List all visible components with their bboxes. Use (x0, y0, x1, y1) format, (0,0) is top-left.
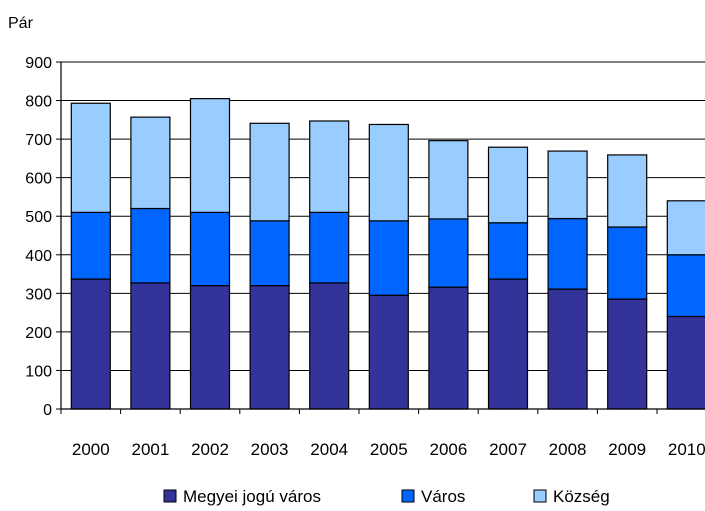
bar-2008-series-2 (547, 150, 588, 220)
bar-2005-series-1 (368, 220, 409, 296)
x-tick-label: 2010 (668, 440, 705, 459)
bar-2007-series-2 (487, 146, 529, 224)
bar-2010-series-2 (666, 200, 705, 256)
x-tick-label: 2008 (549, 440, 587, 459)
y-tick-label: 200 (25, 325, 52, 342)
bar-2006-series-2 (428, 140, 469, 220)
bar-2003-series-2 (249, 122, 290, 222)
bar-2002-series-1 (189, 211, 231, 287)
y-tick-label: 300 (25, 286, 52, 303)
bar-2002-series-0 (189, 285, 231, 410)
bar-2002-series-2 (189, 98, 231, 213)
bar-2009-series-2 (607, 154, 648, 228)
x-tick-label: 2007 (489, 440, 527, 459)
bar-2000-series-0 (70, 278, 111, 410)
x-tick-label: 2001 (131, 440, 169, 459)
x-tick-label: 2005 (370, 440, 408, 459)
x-tick-label: 2003 (251, 440, 289, 459)
legend-swatch (401, 489, 415, 503)
bar-2006-series-0 (428, 286, 469, 410)
x-tick-label: 2009 (608, 440, 646, 459)
bar-2010-series-0 (666, 315, 705, 410)
bar-2008-series-0 (547, 288, 588, 410)
bar-2003-series-1 (249, 220, 290, 287)
y-tick-label: 100 (25, 363, 52, 380)
y-tick-label: 600 (25, 171, 52, 188)
bar-2007-series-1 (487, 222, 529, 280)
x-tick-label: 2000 (72, 440, 110, 459)
bar-2008-series-1 (547, 217, 588, 290)
x-tick-label: 2002 (191, 440, 229, 459)
bar-2004-series-0 (309, 282, 350, 410)
bars (70, 98, 705, 410)
bar-2004-series-1 (309, 211, 350, 284)
bar-2005-series-2 (368, 123, 409, 222)
bar-2000-series-2 (70, 102, 111, 213)
y-tick-label: 700 (25, 132, 52, 149)
y-tick-label: 400 (25, 248, 52, 265)
y-axis-title: Pár (8, 15, 34, 32)
bar-2009-series-0 (607, 298, 648, 410)
axes: 0 100 200 300 400 500 600 700 800 900 2000 2001 2002… (25, 55, 705, 459)
bar-2007-series-0 (487, 278, 529, 410)
legend-label: Megyei jogú város (183, 487, 321, 506)
legend-label: Város (421, 487, 465, 506)
bar-2000-series-1 (70, 211, 111, 280)
x-tick-label: 2004 (310, 440, 348, 459)
y-tick-label: 900 (25, 55, 52, 72)
bar-2009-series-1 (607, 226, 648, 300)
bar-2001-series-1 (130, 207, 171, 284)
bar-2001-series-0 (130, 282, 171, 410)
bar-2004-series-2 (309, 120, 350, 213)
bar-2010-series-1 (666, 254, 705, 318)
y-tick-label: 800 (25, 94, 52, 111)
bar-2005-series-0 (368, 294, 409, 410)
legend-label: Község (553, 487, 610, 506)
bar-2001-series-2 (130, 116, 171, 210)
legend: Megyei jogú város Város Község (163, 487, 610, 506)
y-tick-label: 500 (25, 209, 52, 226)
legend-swatch (533, 489, 547, 503)
legend-swatch (163, 489, 177, 503)
x-tick-label: 2006 (429, 440, 467, 459)
y-tick-label: 0 (43, 402, 52, 419)
bar-2006-series-1 (428, 218, 469, 288)
bar-2003-series-0 (249, 285, 290, 410)
